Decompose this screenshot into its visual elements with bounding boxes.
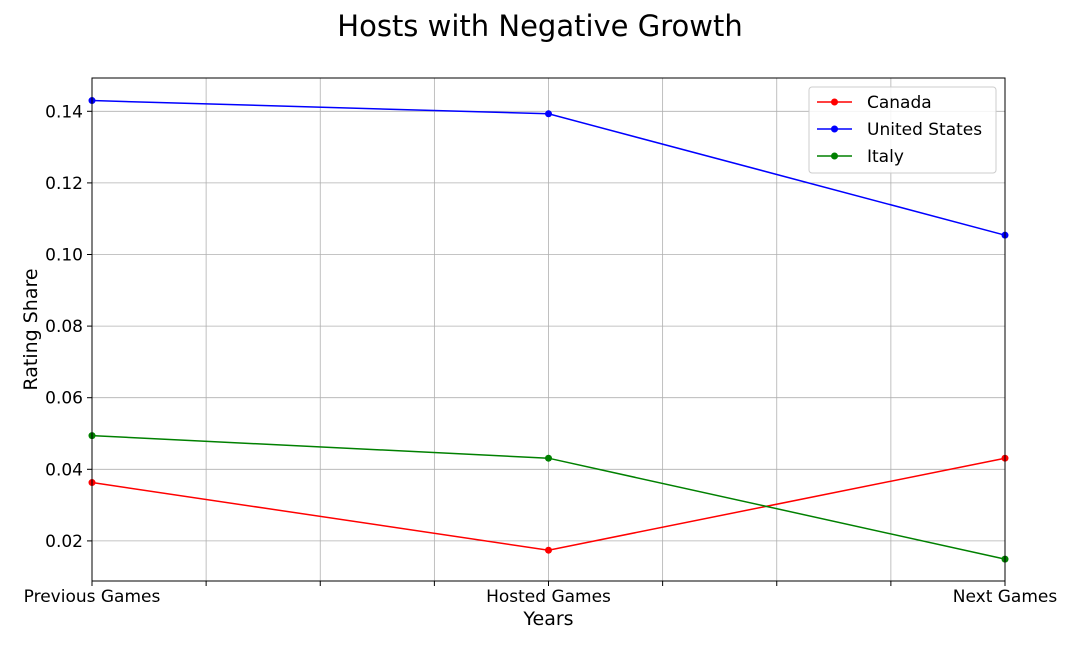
y-tick-label: 0.12: [45, 174, 83, 194]
x-axis-ticks: Previous Games Hosted Games Next Games: [24, 581, 1058, 607]
x-tick-label: Previous Games: [24, 587, 161, 607]
data-point-italy: [545, 454, 552, 462]
chart-title: Hosts with Negative Growth: [337, 9, 742, 43]
y-tick-label: 0.06: [45, 389, 83, 409]
x-tick-label: Next Games: [953, 587, 1058, 607]
data-point-united-states: [545, 110, 552, 118]
y-axis-ticks: 0.02 0.04 0.06 0.08 0.10 0.12 0.14: [45, 102, 92, 552]
legend-marker-canada: [831, 98, 838, 106]
legend-label-italy: Italy: [867, 147, 904, 167]
data-point-canada: [545, 546, 552, 554]
grid: [91, 78, 1006, 581]
y-axis-label: Rating Share: [20, 268, 42, 390]
y-tick-label: 0.14: [45, 102, 83, 122]
y-tick-label: 0.02: [45, 532, 83, 552]
legend-label-united-states: United States: [867, 120, 982, 140]
x-axis-label: Years: [522, 608, 573, 630]
series-lines: [88, 97, 1009, 563]
y-tick-label: 0.10: [45, 245, 83, 265]
legend: Canada United States Italy: [808, 86, 997, 174]
legend-marker-italy: [831, 152, 838, 160]
x-tick-label: Hosted Games: [486, 587, 611, 607]
legend-label-canada: Canada: [867, 93, 932, 113]
y-tick-label: 0.08: [45, 317, 83, 337]
y-tick-label: 0.04: [45, 460, 83, 480]
legend-box: [808, 86, 997, 174]
legend-marker-united-states: [831, 125, 838, 133]
